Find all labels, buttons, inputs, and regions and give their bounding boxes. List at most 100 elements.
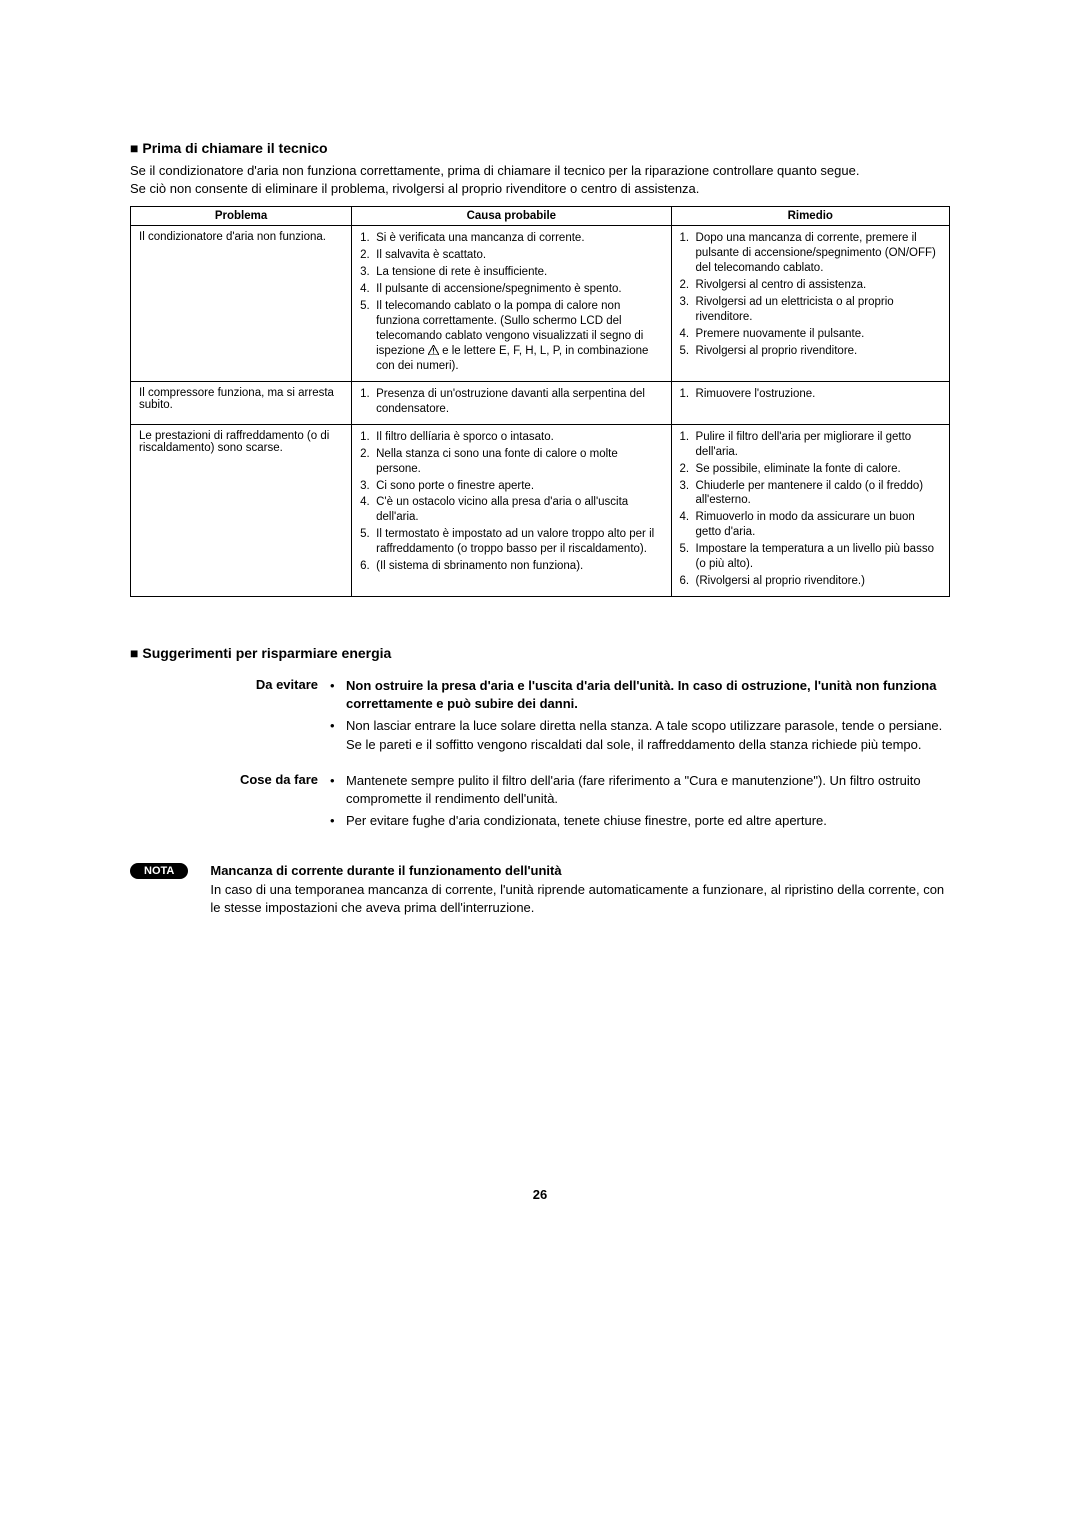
tips-section: Da evitare•Non ostruire la presa d'aria …: [130, 677, 950, 834]
rimedio-item: 2.Rivolgersi al centro di assistenza.: [680, 278, 941, 293]
cell-problema: Il compressore funziona, ma si arresta s…: [131, 381, 352, 424]
causa-item: 3.La tensione di rete è insufficiente.: [360, 265, 662, 280]
causa-item: 4.Il pulsante di accensione/spegnimento …: [360, 282, 662, 297]
rimedio-item: 1.Pulire il filtro dell'aria per miglior…: [680, 430, 941, 460]
table-header-row: Problema Causa probabile Rimedio: [131, 207, 950, 226]
item-number: 3.: [680, 479, 694, 509]
item-number: 2.: [680, 278, 694, 293]
item-number: 4.: [360, 495, 374, 525]
rimedio-item: 3.Rivolgersi ad un elettricista o al pro…: [680, 295, 941, 325]
troubleshooting-table: Problema Causa probabile Rimedio Il cond…: [130, 206, 950, 597]
nota-text: In caso di una temporanea mancanza di co…: [210, 881, 950, 917]
item-number: 3.: [680, 295, 694, 325]
tips-content: •Mantenete sempre pulito il filtro dell'…: [330, 772, 950, 835]
causa-item: 3.Ci sono porte o finestre aperte.: [360, 479, 662, 494]
item-number: 1.: [360, 231, 374, 246]
nota-content: Mancanza di corrente durante il funziona…: [210, 862, 950, 917]
tips-item-text: Mantenete sempre pulito il filtro dell'a…: [346, 772, 950, 808]
tips-item-text: Non ostruire la presa d'aria e l'uscita …: [346, 677, 950, 713]
cell-causa: 1.Il filtro dellíaria è sporco o intasat…: [352, 424, 671, 596]
rimedio-item: 1.Dopo una mancanza di corrente, premere…: [680, 231, 941, 276]
item-text: Rimuoverlo in modo da assicurare un buon…: [694, 510, 941, 540]
item-number: 1.: [680, 387, 694, 402]
item-number: 5.: [360, 299, 374, 374]
item-text: La tensione di rete è insufficiente.: [374, 265, 662, 280]
heading-marker: ■: [130, 645, 138, 661]
tips-label: Da evitare: [130, 677, 330, 758]
table-row: Il condizionatore d'aria non funziona.1.…: [131, 226, 950, 381]
rimedio-item: 5.Rivolgersi al proprio rivenditore.: [680, 344, 941, 359]
item-text: Presenza di un'ostruzione davanti alla s…: [374, 387, 662, 417]
tips-label: Cose da fare: [130, 772, 330, 835]
tips-item: •Mantenete sempre pulito il filtro dell'…: [330, 772, 950, 808]
nota-badge: NOTA: [130, 863, 188, 879]
table-row: Le prestazioni di raffreddamento (o di r…: [131, 424, 950, 596]
page-number: 26: [130, 1187, 950, 1202]
nota-title: Mancanza di corrente durante il funziona…: [210, 862, 950, 880]
item-text: Il filtro dellíaria è sporco o intasato.: [374, 430, 662, 445]
table-row: Il compressore funziona, ma si arresta s…: [131, 381, 950, 424]
item-text: Rivolgersi al centro di assistenza.: [694, 278, 941, 293]
header-causa: Causa probabile: [352, 207, 671, 226]
heading-text: Prima di chiamare il tecnico: [142, 140, 327, 156]
causa-item: 5.Il termostato è impostato ad un valore…: [360, 527, 662, 557]
causa-item: 5.Il telecomando cablato o la pompa di c…: [360, 299, 662, 374]
item-number: 2.: [360, 248, 374, 263]
item-text: Rimuovere l'ostruzione.: [694, 387, 941, 402]
item-text: Pulire il filtro dell'aria per migliorar…: [694, 430, 941, 460]
intro-paragraph: Se il condizionatore d'aria non funziona…: [130, 162, 950, 198]
item-text: Nella stanza ci sono una fonte di calore…: [374, 447, 662, 477]
tips-item: •Non lasciar entrare la luce solare dire…: [330, 717, 950, 753]
item-number: 5.: [680, 344, 694, 359]
item-number: 4.: [360, 282, 374, 297]
item-text: Ci sono porte o finestre aperte.: [374, 479, 662, 494]
item-text: C'è un ostacolo vicino alla presa d'aria…: [374, 495, 662, 525]
cell-rimedio: 1.Dopo una mancanza di corrente, premere…: [671, 226, 949, 381]
item-number: 2.: [680, 462, 694, 477]
item-text: Chiuderle per mantenere il caldo (o il f…: [694, 479, 941, 509]
item-number: 1.: [680, 430, 694, 460]
item-text: Rivolgersi al proprio rivenditore.: [694, 344, 941, 359]
header-problema: Problema: [131, 207, 352, 226]
cell-rimedio: 1.Pulire il filtro dell'aria per miglior…: [671, 424, 949, 596]
rimedio-item: 2.Se possibile, eliminate la fonte di ca…: [680, 462, 941, 477]
nota-row: NOTA Mancanza di corrente durante il fun…: [130, 862, 950, 917]
item-number: 3.: [360, 479, 374, 494]
causa-item: 1.Il filtro dellíaria è sporco o intasat…: [360, 430, 662, 445]
rimedio-item: 1.Rimuovere l'ostruzione.: [680, 387, 941, 402]
heading-text: Suggerimenti per risparmiare energia: [142, 645, 391, 661]
tips-row: Da evitare•Non ostruire la presa d'aria …: [130, 677, 950, 758]
item-text: Il termostato è impostato ad un valore t…: [374, 527, 662, 557]
bullet-icon: •: [330, 772, 346, 808]
rimedio-item: 4.Rimuoverlo in modo da assicurare un bu…: [680, 510, 941, 540]
item-number: 3.: [360, 265, 374, 280]
intro-line-1: Se il condizionatore d'aria non funziona…: [130, 162, 950, 180]
cell-problema: Le prestazioni di raffreddamento (o di r…: [131, 424, 352, 596]
causa-item: 1.Si è verificata una mancanza di corren…: [360, 231, 662, 246]
item-number: 6.: [360, 559, 374, 574]
bullet-icon: •: [330, 677, 346, 713]
item-number: 4.: [680, 510, 694, 540]
causa-item: 1.Presenza di un'ostruzione davanti alla…: [360, 387, 662, 417]
tips-content: •Non ostruire la presa d'aria e l'uscita…: [330, 677, 950, 758]
bullet-icon: •: [330, 717, 346, 753]
item-number: 2.: [360, 447, 374, 477]
rimedio-item: 6.(Rivolgersi al proprio rivenditore.): [680, 574, 941, 589]
tips-item: •Per evitare fughe d'aria condizionata, …: [330, 812, 950, 830]
item-text: (Il sistema di sbrinamento non funziona)…: [374, 559, 662, 574]
cell-causa: 1.Presenza di un'ostruzione davanti alla…: [352, 381, 671, 424]
item-text: Il salvavita è scattato.: [374, 248, 662, 263]
heading-marker: ■: [130, 140, 138, 156]
heading-suggerimenti: ■ Suggerimenti per risparmiare energia: [130, 645, 950, 661]
tips-row: Cose da fare•Mantenete sempre pulito il …: [130, 772, 950, 835]
header-rimedio: Rimedio: [671, 207, 949, 226]
item-text: Dopo una mancanza di corrente, premere i…: [694, 231, 941, 276]
bullet-icon: •: [330, 812, 346, 830]
causa-item: 2.Nella stanza ci sono una fonte di calo…: [360, 447, 662, 477]
item-text: Il pulsante di accensione/spegnimento è …: [374, 282, 662, 297]
item-number: 1.: [680, 231, 694, 276]
tips-item: •Non ostruire la presa d'aria e l'uscita…: [330, 677, 950, 713]
heading-prima: ■ Prima di chiamare il tecnico: [130, 140, 950, 156]
item-number: 5.: [680, 542, 694, 572]
intro-line-2: Se ciò non consente di eliminare il prob…: [130, 180, 950, 198]
